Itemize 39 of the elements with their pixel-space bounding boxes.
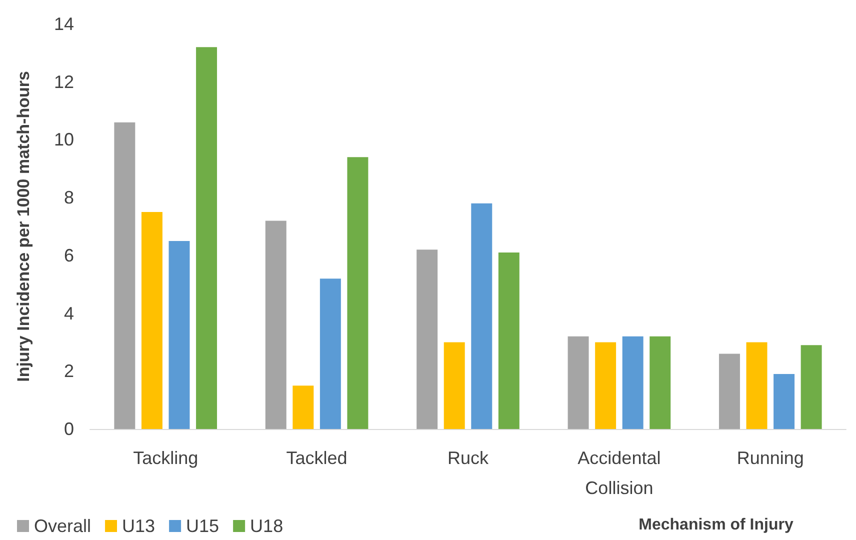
- y-tick-label: 2: [64, 361, 74, 382]
- y-tick-label: 6: [64, 245, 74, 266]
- y-tick-label: 14: [54, 14, 74, 34]
- bar: [444, 342, 465, 429]
- bar: [347, 157, 368, 429]
- bar: [265, 220, 286, 429]
- bar: [650, 336, 671, 429]
- bar: [498, 252, 520, 429]
- y-tick-label: 4: [64, 303, 74, 324]
- bar: [114, 122, 136, 429]
- x-axis-title: Mechanism of Injury: [638, 516, 794, 534]
- legend-label: U15: [186, 516, 220, 536]
- y-tick-label: 12: [54, 72, 74, 92]
- x-tick-label: Accidental Collision: [578, 448, 661, 498]
- bar: [196, 47, 218, 429]
- bar: [168, 240, 190, 429]
- y-tick-label: 10: [54, 130, 74, 150]
- legend-label: Overall: [34, 516, 92, 536]
- bar: [471, 203, 492, 429]
- bar: [622, 336, 644, 429]
- y-tick-label: 8: [64, 188, 74, 208]
- x-tick-label: Tackled: [286, 448, 348, 468]
- x-tick-label: Ruck: [447, 448, 490, 468]
- bar: [774, 374, 795, 429]
- bar: [595, 342, 616, 429]
- y-axis-title: Injury Incidence per 1000 match-hours: [14, 71, 33, 382]
- bar: [416, 250, 438, 429]
- bar: [141, 212, 162, 429]
- x-tick-label: Running: [736, 448, 804, 468]
- bar: [320, 278, 341, 429]
- bar: [568, 336, 589, 429]
- bar: [800, 345, 822, 429]
- legend-label: U13: [122, 516, 156, 536]
- x-tick-label: Tackling: [133, 448, 198, 468]
- y-tick-label: 0: [64, 419, 74, 439]
- bar: [292, 386, 314, 429]
- bar: [746, 342, 768, 429]
- legend-label: U18: [250, 516, 284, 536]
- bar: [718, 354, 740, 429]
